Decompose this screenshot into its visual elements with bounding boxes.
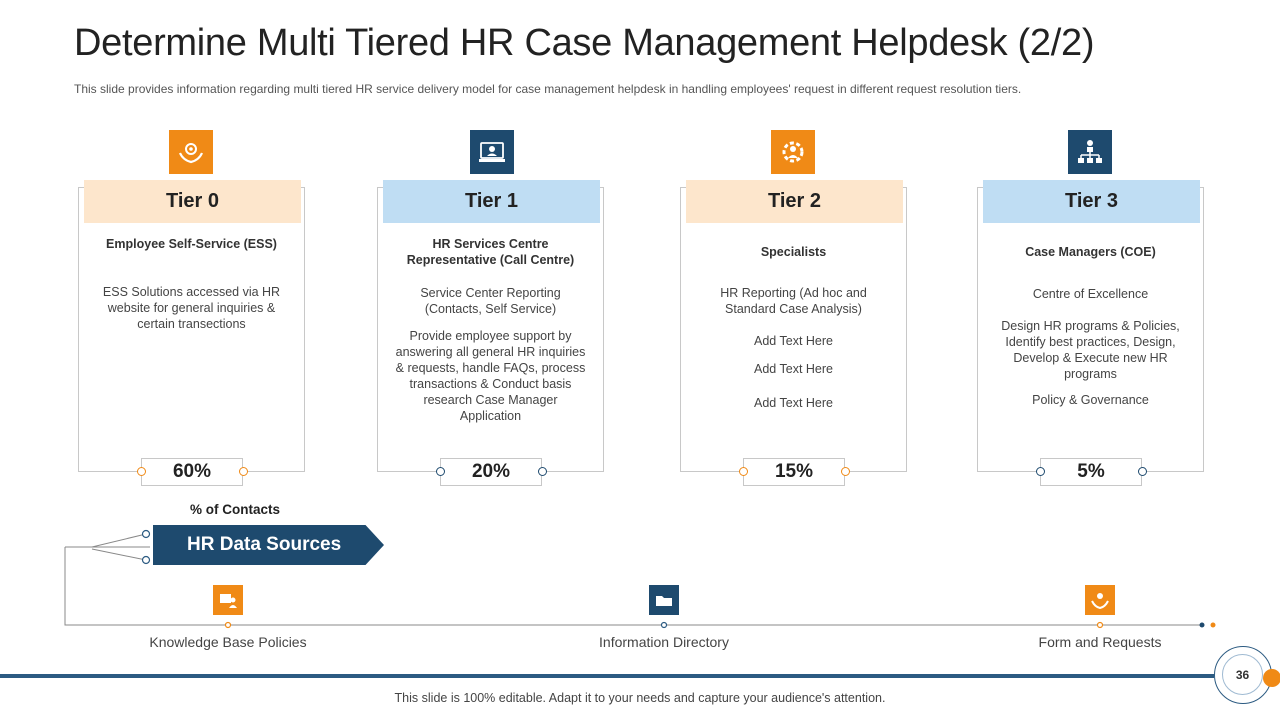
support-agent-icon <box>470 130 514 174</box>
tier-label: Tier 0 <box>84 180 301 223</box>
tier-description: Add Text Here <box>754 362 833 376</box>
page-number-badge: 36 <box>1214 646 1272 704</box>
tier-description: Policy & Governance <box>1032 393 1149 407</box>
tier-heading: Case Managers (COE) <box>1025 245 1156 259</box>
page-number: 36 <box>1222 654 1263 695</box>
connector-dot <box>739 467 748 476</box>
tier-percent: 60% <box>141 458 243 486</box>
contacts-label: % of Contacts <box>190 502 281 517</box>
folder-person-icon <box>213 585 243 615</box>
connector-dot <box>137 467 146 476</box>
tier-heading: HR Services Centre Representative (Call … <box>406 237 575 267</box>
accent-dot <box>1263 669 1280 687</box>
hr-data-sources-banner: HR Data Sources <box>153 525 384 565</box>
gear-person-icon <box>771 130 815 174</box>
tier-description: Provide employee support by answering al… <box>395 329 586 423</box>
footer-note: This slide is 100% editable. Adapt it to… <box>394 691 886 705</box>
source-label-form-requests: Form and Requests <box>1038 634 1162 650</box>
tier-heading: Employee Self-Service (ESS) <box>106 237 277 251</box>
directory-folder-icon <box>649 585 679 615</box>
tier-percent: 5% <box>1040 458 1142 486</box>
page-title: Determine Multi Tiered HR Case Managemen… <box>74 22 1095 64</box>
tier-percent: 15% <box>743 458 845 486</box>
tier-card-0: Tier 0 Employee Self-Service (ESS) ESS S… <box>78 180 305 486</box>
tier-card-1: Tier 1 HR Services Centre Representative… <box>377 180 604 486</box>
tier-description: Add Text Here <box>754 396 833 410</box>
page-subtitle: This slide provides information regardin… <box>74 82 1022 96</box>
source-label-information-directory: Information Directory <box>599 634 729 650</box>
connector-dot <box>1036 467 1045 476</box>
tier-label: Tier 2 <box>686 180 903 223</box>
tier-description: Centre of Excellence <box>1032 287 1149 301</box>
connector-dot <box>841 467 850 476</box>
tier-description: HR Reporting (Ad hoc and Standard Case A… <box>720 286 867 316</box>
connector-dot <box>1138 467 1147 476</box>
tier-card-2: Tier 2 Specialists HR Reporting (Ad hoc … <box>680 180 907 486</box>
hands-gear-icon <box>169 130 213 174</box>
tier-description: Service Center Reporting (Contacts, Self… <box>420 286 561 316</box>
tier-card-3: Tier 3 Case Managers (COE) Centre of Exc… <box>977 180 1204 486</box>
tier-heading: Specialists <box>760 245 827 259</box>
hand-person-icon <box>1085 585 1115 615</box>
tier-description: Add Text Here <box>754 334 833 348</box>
tier-label: Tier 1 <box>383 180 600 223</box>
org-chart-icon <box>1068 130 1112 174</box>
connector-dot <box>239 467 248 476</box>
source-label-knowledge-base: Knowledge Base Policies <box>149 634 307 650</box>
tier-percent: 20% <box>440 458 542 486</box>
tier-label: Tier 3 <box>983 180 1200 223</box>
tier-description: ESS Solutions accessed via HR website fo… <box>102 285 281 331</box>
connector-dot <box>436 467 445 476</box>
connector-dot <box>538 467 547 476</box>
tier-description: Design HR programs & Policies, Identify … <box>1001 319 1180 381</box>
